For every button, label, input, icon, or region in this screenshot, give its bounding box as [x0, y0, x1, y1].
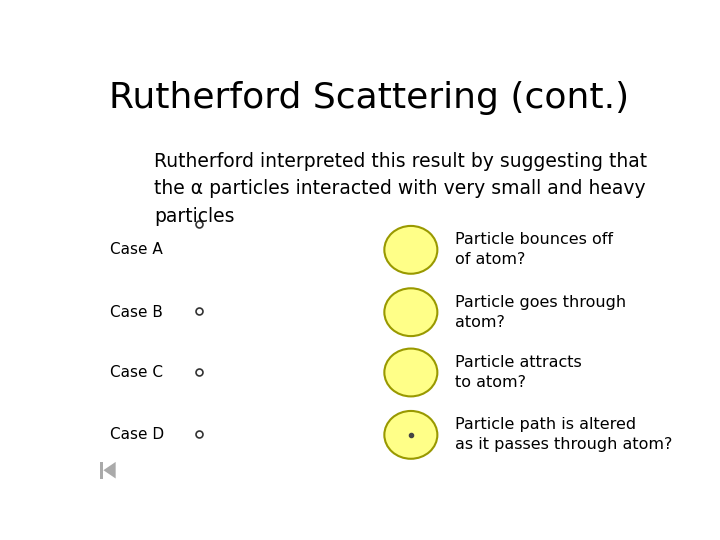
Text: Particle path is altered
as it passes through atom?: Particle path is altered as it passes th… — [456, 417, 673, 453]
Text: Case A: Case A — [109, 242, 162, 258]
Ellipse shape — [384, 288, 437, 336]
Text: Case B: Case B — [109, 305, 163, 320]
Text: Case D: Case D — [109, 427, 163, 442]
Text: Particle goes through
atom?: Particle goes through atom? — [456, 295, 626, 329]
Text: Particle bounces off
of atom?: Particle bounces off of atom? — [456, 232, 613, 267]
Ellipse shape — [384, 411, 437, 459]
Text: Case C: Case C — [109, 365, 163, 380]
Text: Rutherford interpreted this result by suggesting that
the α particles interacted: Rutherford interpreted this result by su… — [154, 152, 647, 226]
Text: Particle attracts
to atom?: Particle attracts to atom? — [456, 355, 582, 390]
Text: Rutherford Scattering (cont.): Rutherford Scattering (cont.) — [109, 82, 629, 116]
Polygon shape — [104, 462, 116, 478]
Ellipse shape — [384, 226, 437, 274]
Bar — [100, 462, 104, 478]
Ellipse shape — [384, 349, 437, 396]
